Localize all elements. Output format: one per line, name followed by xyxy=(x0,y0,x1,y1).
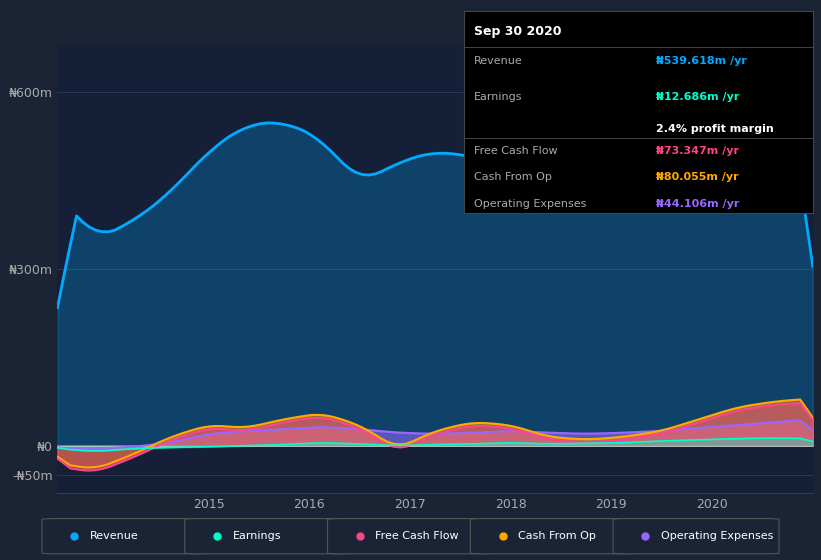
FancyBboxPatch shape xyxy=(470,519,636,554)
Text: ₦539.618m /yr: ₦539.618m /yr xyxy=(656,55,746,66)
FancyBboxPatch shape xyxy=(42,519,208,554)
Text: Earnings: Earnings xyxy=(475,92,523,102)
Text: 2.4% profit margin: 2.4% profit margin xyxy=(656,124,773,134)
Text: ₦80.055m /yr: ₦80.055m /yr xyxy=(656,172,738,183)
FancyBboxPatch shape xyxy=(613,519,779,554)
FancyBboxPatch shape xyxy=(185,519,351,554)
Text: Operating Expenses: Operating Expenses xyxy=(475,199,587,209)
Text: Revenue: Revenue xyxy=(475,55,523,66)
Text: Operating Expenses: Operating Expenses xyxy=(661,531,773,541)
Text: Cash From Op: Cash From Op xyxy=(475,172,553,183)
Text: Free Cash Flow: Free Cash Flow xyxy=(375,531,459,541)
Text: ₦12.686m /yr: ₦12.686m /yr xyxy=(656,92,739,102)
Text: Sep 30 2020: Sep 30 2020 xyxy=(475,25,562,38)
FancyBboxPatch shape xyxy=(328,519,493,554)
Text: Earnings: Earnings xyxy=(232,531,281,541)
Text: ₦73.347m /yr: ₦73.347m /yr xyxy=(656,146,739,156)
Text: Free Cash Flow: Free Cash Flow xyxy=(475,146,558,156)
Text: Cash From Op: Cash From Op xyxy=(518,531,596,541)
Text: Revenue: Revenue xyxy=(89,531,139,541)
Text: ₦44.106m /yr: ₦44.106m /yr xyxy=(656,199,739,209)
